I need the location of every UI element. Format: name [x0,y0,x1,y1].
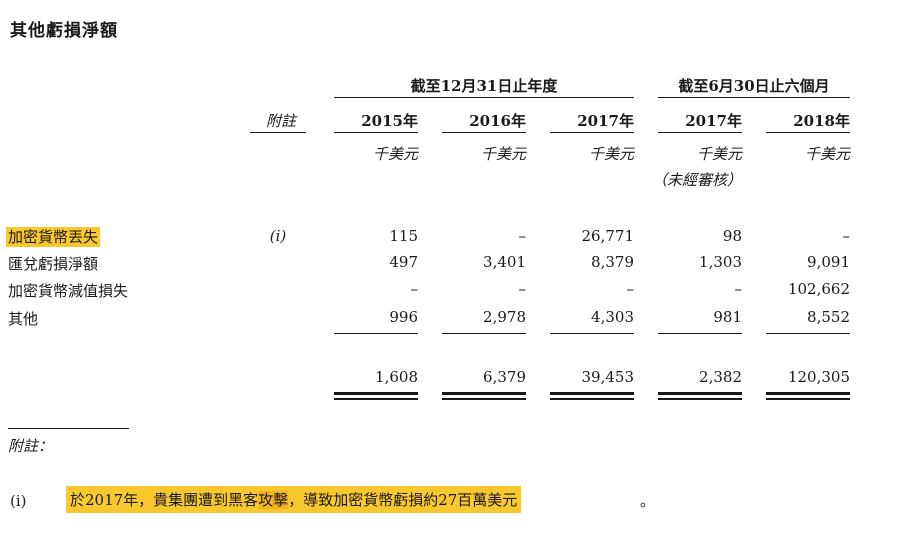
row-label: 其他 [8,310,39,328]
total-double-rule [658,398,742,400]
group-header-year: 截至12月31日止年度 [410,77,558,95]
table-cell: 996 [389,308,418,326]
column-unit: 千美元 [372,145,418,163]
footnote-separator [8,428,129,429]
total-double-rule [766,398,850,400]
table-cell: – [734,280,743,298]
column-header-year: 2016年 [469,112,526,130]
total-double-rule [550,392,634,395]
row-label: 加密貨幣減值損失 [8,282,129,300]
table-cell: – [410,280,419,298]
table-cell: 1,303 [699,253,742,271]
table-cell: 102,662 [787,280,850,298]
column-unit: 千美元 [480,145,526,163]
total-cell: 120,305 [787,368,850,386]
column-header-rule [658,132,742,133]
column-unit: 千美元 [588,145,634,163]
footnote-period: 。 [640,492,656,510]
table-cell: 115 [389,227,418,245]
table-cell: 8,552 [807,308,850,326]
highlighted-label: 加密貨幣丟失 [6,227,101,247]
table-cell: – [626,280,635,298]
subtotal-rule [658,333,742,334]
total-double-rule [334,398,418,400]
table-cell: 9,091 [807,253,850,271]
footnote-text: 於2017年，貴集團遭到黑客攻擊，導致加密貨幣虧損約27百萬美元 [66,486,522,513]
total-cell: 2,382 [699,368,742,386]
subtotal-rule [334,333,418,334]
total-cell: 39,453 [581,368,635,386]
group-rule-half [658,97,850,98]
total-double-rule [658,392,742,395]
column-header-rule [550,132,634,133]
footnote-text-emphasis: 攻擊 [258,491,289,509]
subtotal-rule [766,333,850,334]
table-cell: 3,401 [483,253,526,271]
row-label: 匯兌虧損淨額 [8,255,99,273]
column-header-rule [334,132,418,133]
unaudited-label: （未經審核） [651,171,742,189]
total-double-rule [550,398,634,400]
table-cell: 497 [389,253,418,271]
table-cell: – [518,280,527,298]
column-header-year: 2018年 [793,112,850,130]
subtotal-rule [442,333,526,334]
note-column-header: 附註 [265,112,296,130]
total-double-rule [334,392,418,395]
footnote-marker: (i) [10,492,27,510]
footnote-text-a: 於2017年，貴集團遭到黑客 [70,491,259,509]
total-double-rule [442,398,526,400]
total-double-rule [442,392,526,395]
row-note: (i) [269,227,287,245]
table-cell: – [842,227,851,245]
column-unit: 千美元 [804,145,850,163]
table-cell: 26,771 [581,227,635,245]
row-label: 加密貨幣丟失 [6,226,101,247]
table-cell: – [518,227,527,245]
column-header-rule [766,132,850,133]
subtotal-rule [550,333,634,334]
column-header-rule [442,132,526,133]
table-cell: 8,379 [591,253,634,271]
table-cell: 2,978 [483,308,526,326]
column-header-year: 2017年 [685,112,742,130]
total-double-rule [766,392,850,395]
column-unit: 千美元 [696,145,742,163]
table-cell: 981 [713,308,742,326]
table-cell: 98 [722,227,742,245]
footnote-text-c: ，導致加密貨幣虧損約27百萬美元 [288,491,518,509]
page-title: 其他虧損淨額 [10,21,118,41]
column-header-year: 2015年 [361,112,418,130]
note-header-rule [250,132,306,133]
total-cell: 6,379 [483,368,526,386]
group-header-half: 截至6月30日止六個月 [678,77,830,95]
total-cell: 1,608 [375,368,418,386]
footnote-title: 附註： [8,437,54,455]
group-rule-year [334,97,634,98]
column-header-year: 2017年 [577,112,634,130]
table-cell: 4,303 [591,308,634,326]
